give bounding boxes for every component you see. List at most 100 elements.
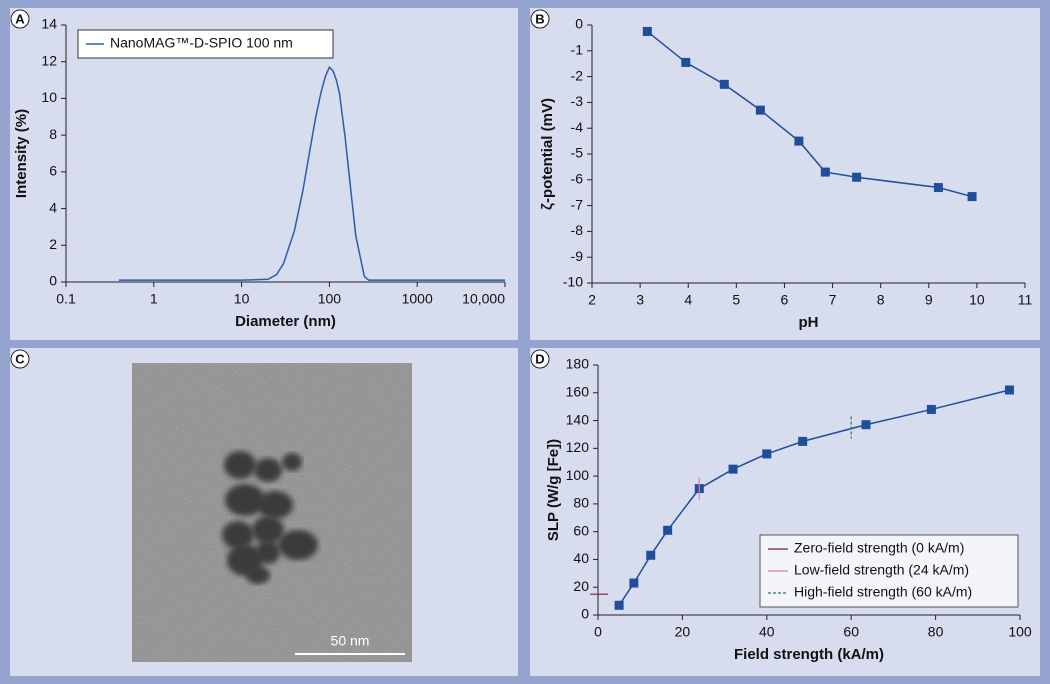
y-tick-label: 180 [566, 356, 590, 372]
x-tick-label: 0.1 [56, 291, 76, 307]
particle [278, 530, 318, 560]
panel-label: C [15, 351, 25, 366]
x-tick-label: 7 [829, 292, 837, 308]
y-tick-label: 100 [566, 467, 590, 483]
y-tick-label: -10 [563, 274, 583, 290]
x-axis-title: Field strength (kA/m) [734, 646, 884, 663]
panel [10, 8, 518, 340]
particle [246, 566, 270, 584]
x-tick-label: 4 [684, 292, 692, 308]
y-tick-label: 14 [41, 16, 57, 32]
x-tick-label: 5 [732, 292, 740, 308]
legend-label: Low-field strength (24 kA/m) [794, 562, 969, 578]
marker [755, 105, 765, 115]
y-tick-label: 20 [573, 578, 589, 594]
particle [257, 491, 293, 519]
y-tick-label: -5 [571, 145, 584, 161]
particle [224, 451, 256, 479]
y-tick-label: -7 [571, 196, 584, 212]
marker [798, 436, 808, 446]
marker [967, 192, 977, 202]
marker [614, 600, 624, 610]
y-tick-label: -1 [571, 42, 584, 58]
x-tick-label: 8 [877, 292, 885, 308]
legend-label: High-field strength (60 kA/m) [794, 584, 972, 600]
y-tick-label: 160 [566, 383, 590, 399]
x-tick-label: 10,000 [462, 291, 505, 307]
x-tick-label: 3 [636, 292, 644, 308]
x-axis-title: Diameter (nm) [235, 313, 336, 330]
marker [1004, 385, 1014, 395]
marker [719, 79, 729, 89]
x-axis-title: pH [799, 314, 819, 331]
y-tick-label: 80 [573, 495, 589, 511]
x-tick-label: 9 [925, 292, 933, 308]
x-tick-label: 11 [1018, 292, 1033, 308]
legend-box [759, 534, 1019, 608]
y-tick-label: 0 [575, 16, 583, 32]
marker [852, 172, 862, 182]
marker [794, 136, 804, 146]
y-tick-label: 0 [581, 606, 589, 622]
y-tick-label: 8 [49, 126, 57, 142]
panel-label: D [535, 351, 544, 366]
y-tick-label: 10 [41, 89, 57, 105]
y-tick-label: -4 [571, 119, 584, 135]
y-tick-label: 6 [49, 163, 57, 179]
panel-label: A [15, 11, 25, 26]
x-tick-label: 0 [594, 624, 602, 640]
x-tick-label: 60 [843, 624, 859, 640]
y-tick-label: 0 [49, 273, 57, 289]
scale-bar-label: 50 nm [331, 633, 370, 649]
y-tick-label: 40 [573, 550, 589, 566]
y-tick-label: 60 [573, 522, 589, 538]
marker [629, 578, 639, 588]
y-tick-label: -6 [571, 171, 584, 187]
x-tick-label: 2 [588, 292, 596, 308]
y-tick-label: -8 [571, 222, 584, 238]
panel-badge [530, 9, 550, 29]
x-tick-label: 40 [759, 624, 775, 640]
y-tick-label: -3 [571, 93, 584, 109]
panel [530, 348, 1040, 676]
y-tick-label: -9 [571, 248, 584, 264]
marker [642, 26, 652, 36]
x-tick-label: 100 [1008, 624, 1032, 640]
panel-badge [530, 349, 550, 369]
panel [530, 8, 1040, 340]
x-tick-label: 6 [781, 292, 789, 308]
panel-label: B [535, 11, 544, 26]
marker [646, 550, 656, 560]
y-axis-title: Intensity (%) [13, 109, 30, 198]
marker [728, 464, 738, 474]
data-line [118, 65, 505, 281]
y-tick-label: 140 [566, 411, 590, 427]
marker [933, 183, 943, 193]
particle [222, 521, 254, 549]
x-tick-label: 100 [318, 291, 342, 307]
particle [282, 453, 302, 471]
x-tick-label: 1000 [402, 291, 433, 307]
y-tick-label: 12 [41, 52, 57, 68]
x-tick-label: 10 [969, 292, 985, 308]
x-tick-label: 20 [675, 624, 691, 640]
marker [861, 420, 871, 430]
x-tick-label: 1 [150, 291, 158, 307]
panel-badge [10, 349, 30, 369]
legend-box [77, 29, 334, 59]
marker [762, 449, 772, 459]
legend-label: NanoMAG™-D-SPIO 100 nm [110, 35, 293, 51]
particle [254, 458, 282, 482]
legend-label: Zero-field strength (0 kA/m) [794, 540, 964, 556]
marker [820, 167, 830, 177]
particle [256, 540, 280, 564]
y-tick-label: 2 [49, 236, 57, 252]
x-tick-label: 80 [928, 624, 944, 640]
marker [663, 525, 673, 535]
x-tick-label: 10 [234, 291, 250, 307]
tem-image: 50 nm [132, 363, 412, 662]
y-tick-label: -2 [571, 67, 584, 83]
panel-badge [10, 9, 30, 29]
